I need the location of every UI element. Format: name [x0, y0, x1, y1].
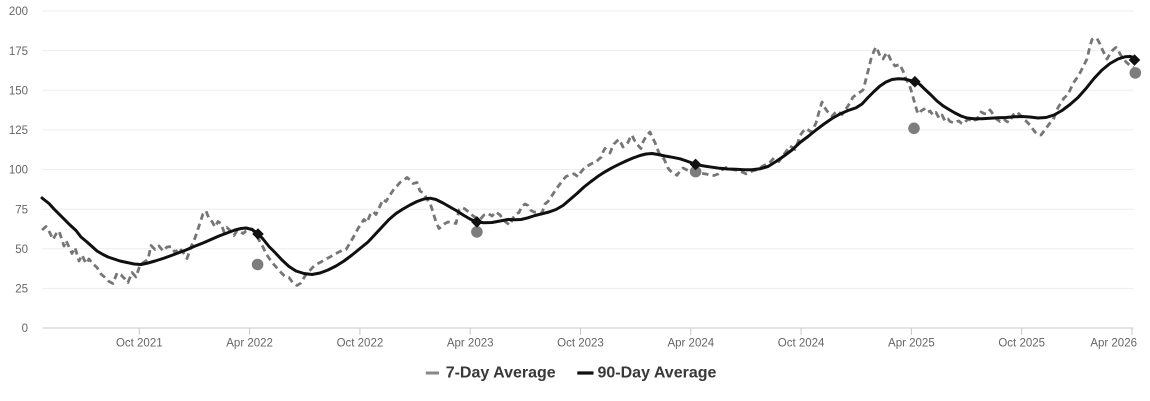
- svg-text:Oct 2024: Oct 2024: [778, 338, 825, 350]
- svg-text:7-Day Average: 7-Day Average: [446, 365, 556, 382]
- svg-text:50: 50: [15, 244, 28, 256]
- svg-text:90-Day Average: 90-Day Average: [598, 365, 717, 382]
- svg-text:Apr 2024: Apr 2024: [667, 338, 714, 350]
- svg-text:Apr 2026: Apr 2026: [1090, 338, 1137, 350]
- svg-text:Apr 2025: Apr 2025: [888, 338, 935, 350]
- svg-text:25: 25: [15, 284, 28, 296]
- svg-text:Oct 2023: Oct 2023: [557, 338, 604, 350]
- svg-text:100: 100: [9, 165, 28, 177]
- svg-text:0: 0: [22, 323, 28, 335]
- svg-text:Apr 2023: Apr 2023: [447, 338, 494, 350]
- svg-text:Oct 2022: Oct 2022: [337, 338, 384, 350]
- svg-text:150: 150: [9, 86, 28, 98]
- svg-text:Apr 2022: Apr 2022: [226, 338, 273, 350]
- svg-text:125: 125: [9, 125, 28, 137]
- svg-text:Oct 2025: Oct 2025: [998, 338, 1045, 350]
- svg-text:Oct 2021: Oct 2021: [116, 338, 163, 350]
- svg-text:75: 75: [15, 204, 28, 216]
- svg-text:200: 200: [9, 6, 28, 18]
- svg-text:175: 175: [9, 46, 28, 58]
